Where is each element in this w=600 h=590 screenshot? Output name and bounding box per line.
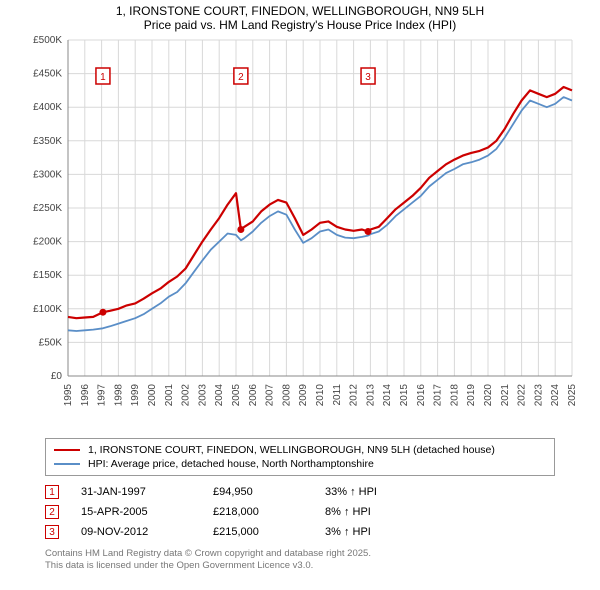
- svg-text:2022: 2022: [517, 384, 528, 407]
- transactions-table: 1 31-JAN-1997 £94,950 33% ↑ HPI 2 15-APR…: [45, 482, 555, 542]
- svg-text:1997: 1997: [97, 384, 108, 407]
- transaction-row: 3 09-NOV-2012 £215,000 3% ↑ HPI: [45, 522, 555, 542]
- svg-text:2002: 2002: [181, 384, 192, 407]
- svg-text:2014: 2014: [382, 384, 393, 407]
- transaction-marker-icon: 3: [45, 525, 59, 539]
- transaction-marker-icon: 2: [45, 505, 59, 519]
- svg-text:2017: 2017: [433, 384, 444, 407]
- svg-text:£450K: £450K: [33, 69, 62, 80]
- legend-item-hpi: HPI: Average price, detached house, Nort…: [54, 457, 546, 471]
- svg-text:£0: £0: [51, 371, 63, 382]
- attribution-footer: Contains HM Land Registry data © Crown c…: [45, 548, 555, 573]
- transaction-price: £215,000: [213, 526, 303, 538]
- svg-text:2000: 2000: [147, 384, 158, 407]
- svg-text:2024: 2024: [550, 384, 561, 407]
- transaction-date: 15-APR-2005: [81, 506, 191, 518]
- svg-text:2023: 2023: [533, 384, 544, 407]
- svg-text:2009: 2009: [298, 384, 309, 407]
- transaction-row: 1 31-JAN-1997 £94,950 33% ↑ HPI: [45, 482, 555, 502]
- svg-text:2013: 2013: [365, 384, 376, 407]
- svg-text:2006: 2006: [248, 384, 259, 407]
- transaction-marker-icon: 1: [45, 485, 59, 499]
- svg-text:£200K: £200K: [33, 237, 62, 248]
- legend-swatch-hpi: [54, 463, 80, 465]
- svg-text:2016: 2016: [416, 384, 427, 407]
- svg-text:2019: 2019: [466, 384, 477, 407]
- svg-text:1: 1: [100, 72, 106, 83]
- legend-label-subject: 1, IRONSTONE COURT, FINEDON, WELLINGBORO…: [88, 444, 495, 456]
- svg-text:2007: 2007: [265, 384, 276, 407]
- transaction-diff: 33% ↑ HPI: [325, 486, 425, 498]
- legend-item-subject: 1, IRONSTONE COURT, FINEDON, WELLINGBORO…: [54, 443, 546, 457]
- legend-label-hpi: HPI: Average price, detached house, Nort…: [88, 458, 374, 470]
- transaction-price: £94,950: [213, 486, 303, 498]
- transaction-date: 31-JAN-1997: [81, 486, 191, 498]
- title-line-2: Price paid vs. HM Land Registry's House …: [116, 18, 484, 32]
- transaction-diff: 3% ↑ HPI: [325, 526, 425, 538]
- svg-text:2010: 2010: [315, 384, 326, 407]
- svg-text:2012: 2012: [349, 384, 360, 407]
- svg-text:2003: 2003: [197, 384, 208, 407]
- svg-text:£50K: £50K: [39, 337, 63, 348]
- transaction-date: 09-NOV-2012: [81, 526, 191, 538]
- svg-text:1998: 1998: [113, 384, 124, 407]
- transaction-price: £218,000: [213, 506, 303, 518]
- svg-text:£350K: £350K: [33, 136, 62, 147]
- svg-text:2: 2: [238, 72, 244, 83]
- chart-area: £0 £50K £100K £150K £200K £250K £300K £350K £400…: [20, 34, 580, 434]
- footer-line-2: This data is licensed under the Open Gov…: [45, 560, 555, 572]
- svg-text:2004: 2004: [214, 384, 225, 407]
- svg-text:2020: 2020: [483, 384, 494, 407]
- svg-text:1995: 1995: [63, 384, 74, 407]
- svg-text:2021: 2021: [500, 384, 511, 407]
- svg-text:£500K: £500K: [33, 35, 62, 46]
- svg-text:2018: 2018: [449, 384, 460, 407]
- title-line-1: 1, IRONSTONE COURT, FINEDON, WELLINGBORO…: [116, 4, 484, 18]
- svg-text:£250K: £250K: [33, 203, 62, 214]
- transaction-diff: 8% ↑ HPI: [325, 506, 425, 518]
- chart-title: 1, IRONSTONE COURT, FINEDON, WELLINGBORO…: [116, 4, 484, 32]
- svg-text:£100K: £100K: [33, 304, 62, 315]
- svg-text:2011: 2011: [332, 384, 343, 406]
- svg-text:1999: 1999: [130, 384, 141, 407]
- svg-text:3: 3: [365, 72, 371, 83]
- footer-line-1: Contains HM Land Registry data © Crown c…: [45, 548, 555, 560]
- svg-text:£300K: £300K: [33, 169, 62, 180]
- transaction-row: 2 15-APR-2005 £218,000 8% ↑ HPI: [45, 502, 555, 522]
- legend-swatch-subject: [54, 449, 80, 451]
- svg-text:1996: 1996: [80, 384, 91, 407]
- line-chart-svg: £0 £50K £100K £150K £200K £250K £300K £350K £400…: [20, 34, 580, 434]
- svg-text:2025: 2025: [567, 384, 578, 407]
- svg-text:2001: 2001: [164, 384, 175, 407]
- svg-text:2015: 2015: [399, 384, 410, 407]
- svg-text:£150K: £150K: [33, 270, 62, 281]
- svg-text:2005: 2005: [231, 384, 242, 407]
- chart-legend: 1, IRONSTONE COURT, FINEDON, WELLINGBORO…: [45, 438, 555, 476]
- svg-text:2008: 2008: [281, 384, 292, 407]
- svg-text:£400K: £400K: [33, 102, 62, 113]
